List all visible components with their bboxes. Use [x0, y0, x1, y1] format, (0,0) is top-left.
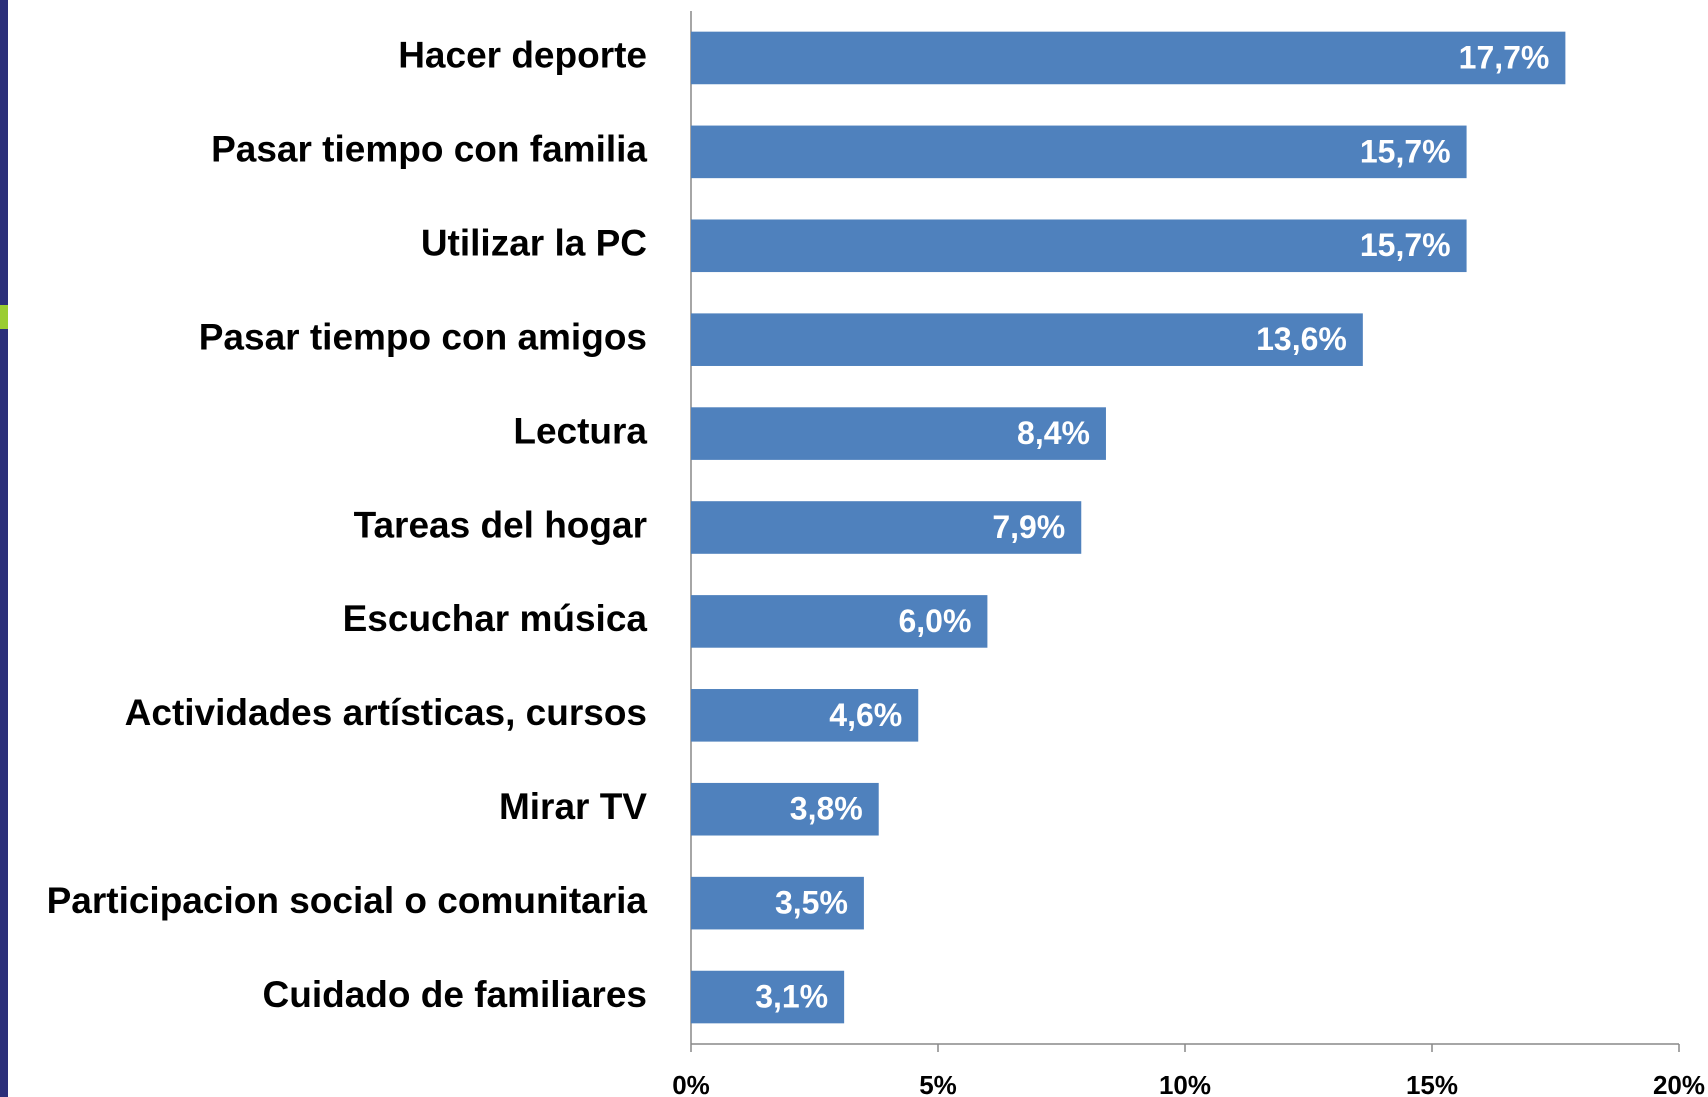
x-tick-label: 5%: [919, 1070, 957, 1097]
bar: [691, 501, 1082, 554]
bar: [691, 782, 879, 836]
bar: [691, 595, 988, 648]
bar: [691, 407, 1106, 460]
bar: [691, 219, 1467, 273]
value-label: 3,1%: [755, 978, 828, 1014]
x-tick-label: 15%: [1406, 1070, 1458, 1097]
bar: [691, 313, 1363, 366]
value-label: 15,7%: [1360, 133, 1451, 169]
bar: [691, 31, 1566, 85]
value-label: 3,5%: [775, 885, 848, 921]
value-label: 6,0%: [898, 603, 971, 639]
x-tick-label: 20%: [1653, 1070, 1705, 1097]
y-tick-label: Utilizar la PC: [421, 223, 647, 264]
bar: [691, 125, 1467, 179]
y-tick-label: Cuidado de familiares: [263, 974, 648, 1015]
value-label: 8,4%: [1017, 415, 1090, 451]
y-tick-label: Pasar tiempo con amigos: [199, 316, 647, 357]
value-label: 13,6%: [1256, 321, 1347, 357]
y-tick-label: Participacion social o comunitaria: [47, 880, 648, 921]
y-tick-label: Hacer deporte: [398, 35, 647, 76]
value-label: 17,7%: [1459, 39, 1550, 75]
left-stripe: [0, 0, 8, 1097]
y-tick-label: Mirar TV: [499, 786, 647, 827]
bar: [691, 970, 845, 1024]
x-tick-label: 0%: [672, 1070, 710, 1097]
value-label: 4,6%: [829, 697, 902, 733]
y-tick-label: Lectura: [513, 410, 647, 451]
x-tick-label: 10%: [1159, 1070, 1211, 1097]
y-tick-label: Actividades artísticas, cursos: [125, 692, 647, 733]
value-label: 3,8%: [790, 791, 863, 827]
bar: [691, 689, 919, 742]
value-label: 7,9%: [992, 509, 1065, 545]
y-tick-label: Escuchar música: [343, 598, 648, 639]
value-label: 15,7%: [1360, 227, 1451, 263]
y-tick-label: Tareas del hogar: [354, 504, 647, 545]
left-accent: [0, 305, 8, 329]
bar: [691, 876, 864, 930]
y-tick-label: Pasar tiempo con familia: [211, 129, 647, 170]
